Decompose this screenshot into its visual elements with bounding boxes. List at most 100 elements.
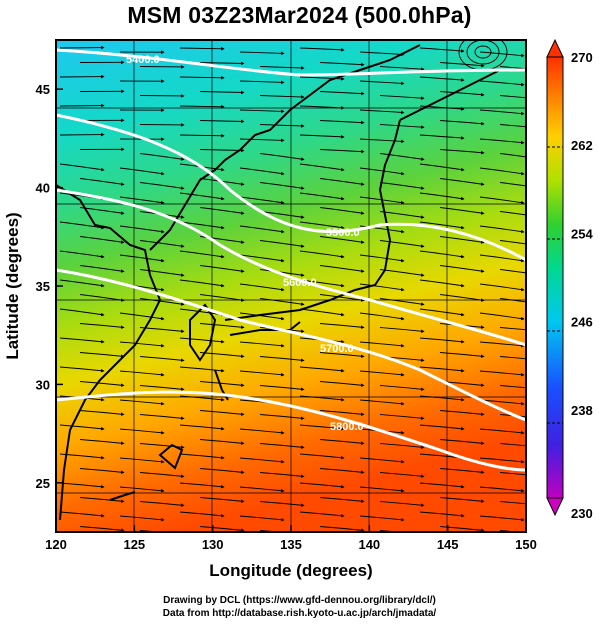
streamline <box>239 254 285 263</box>
streamline <box>119 341 165 348</box>
colorbar-tick-label: 254 <box>571 226 593 241</box>
streamline <box>179 192 225 201</box>
streamline <box>379 298 425 306</box>
streamline <box>419 482 465 489</box>
streamline <box>59 163 105 172</box>
streamline <box>419 279 465 288</box>
streamline <box>319 468 365 474</box>
streamline <box>359 515 405 522</box>
streamline <box>479 370 525 377</box>
streamline <box>179 46 225 51</box>
colorbar-tick-label: 270 <box>571 50 593 65</box>
streamline <box>499 356 526 360</box>
streamline <box>139 153 185 161</box>
contour-label-5700: 5700.0 <box>320 343 354 355</box>
streamline <box>179 104 225 109</box>
streamline <box>319 178 365 186</box>
streamline <box>139 269 185 277</box>
streamline <box>139 472 185 478</box>
vortex-streamline <box>474 45 492 59</box>
streamline <box>299 511 345 518</box>
streamline <box>179 279 225 288</box>
streamline <box>259 501 305 507</box>
contour-label-5600: 5600.0 <box>283 277 317 289</box>
streamline <box>439 178 485 186</box>
streamline <box>319 236 365 244</box>
y-tick-label: 40 <box>36 181 50 196</box>
streamline <box>479 138 525 145</box>
streamline <box>359 225 405 234</box>
y-tick-label: 35 <box>36 279 50 294</box>
streamline <box>319 120 365 125</box>
streamline <box>479 80 525 87</box>
streamline <box>79 439 125 445</box>
streamline <box>379 95 425 100</box>
streamline <box>59 250 105 259</box>
streamline <box>239 428 285 435</box>
streamline <box>119 486 165 493</box>
x-tick-label: 120 <box>45 537 67 552</box>
colorbar-tick-label: 230 <box>571 506 593 521</box>
streamline <box>439 410 485 416</box>
streamline <box>479 254 525 263</box>
streamline <box>359 370 405 377</box>
streamline <box>499 153 526 158</box>
streamline <box>499 385 526 389</box>
streamline <box>59 221 105 230</box>
streamline <box>299 192 345 201</box>
streamline <box>359 80 405 86</box>
streamline <box>499 530 523 532</box>
height-contours <box>56 48 526 472</box>
streamline <box>499 124 526 128</box>
streamline <box>299 366 345 373</box>
y-tick-labels: 25 30 35 40 45 <box>36 82 63 491</box>
streamline <box>479 428 525 435</box>
streamline <box>239 370 285 377</box>
streamline <box>479 341 525 348</box>
contour-label-5800: 5800.0 <box>330 421 364 433</box>
streamline <box>119 457 165 464</box>
streamline <box>179 511 225 518</box>
streamline <box>119 225 165 234</box>
streamline <box>379 240 425 248</box>
streamline <box>239 167 285 176</box>
streamline <box>439 62 485 68</box>
streamline <box>439 497 485 503</box>
streamline <box>419 134 465 140</box>
streamline <box>479 515 525 522</box>
streamline <box>419 105 465 111</box>
streamline <box>499 211 526 216</box>
streamline <box>439 91 485 97</box>
streamline <box>479 51 525 58</box>
streamline <box>139 240 185 248</box>
streamline <box>79 410 125 416</box>
streamline <box>179 133 225 138</box>
streamline <box>319 265 365 273</box>
contour-label-5400: 5400.0 <box>126 54 160 66</box>
streamline <box>199 526 245 532</box>
streamline <box>199 323 245 329</box>
streamline <box>499 240 526 245</box>
y-tick-label: 30 <box>36 377 50 392</box>
streamline <box>379 414 425 420</box>
streamline <box>239 283 285 292</box>
streamline <box>259 385 305 391</box>
streamline <box>419 163 465 172</box>
streamline <box>379 182 425 190</box>
streamline <box>59 366 105 373</box>
streamline <box>359 254 405 263</box>
wind-streamlines <box>59 40 526 532</box>
y-tick-label: 45 <box>36 82 50 97</box>
colorbar-tick-label: 262 <box>571 138 593 153</box>
streamline <box>79 497 125 503</box>
streamline <box>299 250 345 259</box>
streamline <box>179 337 225 344</box>
streamline <box>139 182 185 190</box>
streamline <box>499 298 526 303</box>
streamline <box>119 399 165 406</box>
credit-drawing: Drawing by DCL (https://www.gfd-dennou.o… <box>163 595 436 606</box>
streamline <box>439 352 485 358</box>
streamline <box>319 207 365 215</box>
streamline <box>359 138 405 144</box>
streamline <box>299 395 345 402</box>
